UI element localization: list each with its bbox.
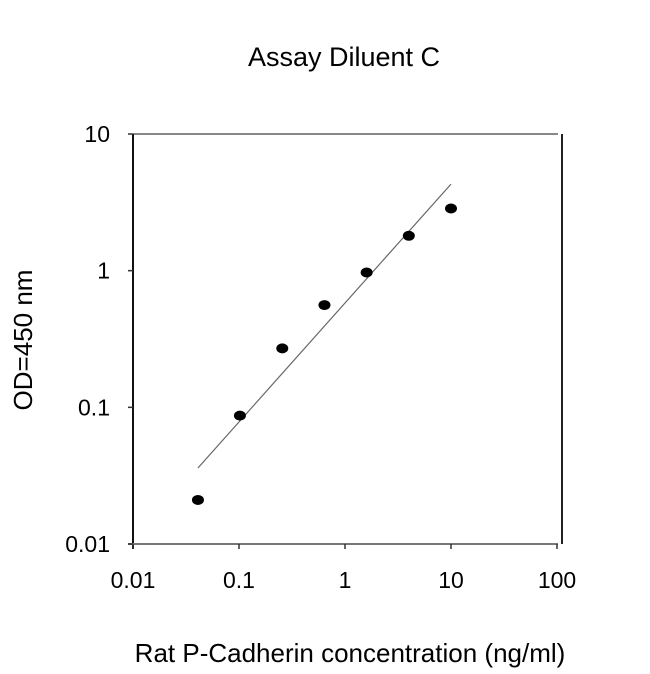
y-tick-label: 1 xyxy=(97,258,110,284)
chart-title: Assay Diluent C xyxy=(248,42,440,72)
y-axis-ticks: 0.01 0.1 1 10 xyxy=(65,121,133,557)
x-tick-label: 100 xyxy=(538,567,576,593)
plot-area xyxy=(128,133,563,549)
x-axis-ticks: 0.01 0.1 1 10 100 xyxy=(111,544,576,593)
data-point xyxy=(318,300,331,311)
data-point xyxy=(402,230,415,241)
data-point xyxy=(276,343,289,354)
x-tick-label: 0.1 xyxy=(223,567,255,593)
fit-line xyxy=(197,183,452,469)
y-axis-label: OD=450 nm xyxy=(8,270,38,411)
data-point xyxy=(233,410,246,421)
x-tick-label: 1 xyxy=(339,567,352,593)
data-point xyxy=(445,203,457,214)
x-tick-label: 10 xyxy=(438,567,464,593)
x-tick-label: 0.01 xyxy=(111,567,156,593)
data-point xyxy=(191,494,204,505)
y-tick-label: 10 xyxy=(84,121,110,147)
y-tick-label: 0.01 xyxy=(65,531,110,557)
y-tick-label: 0.1 xyxy=(78,394,110,420)
data-points xyxy=(191,203,457,505)
x-axis-label: Rat P-Cadherin concentration (ng/ml) xyxy=(135,638,566,668)
data-point xyxy=(360,267,373,278)
